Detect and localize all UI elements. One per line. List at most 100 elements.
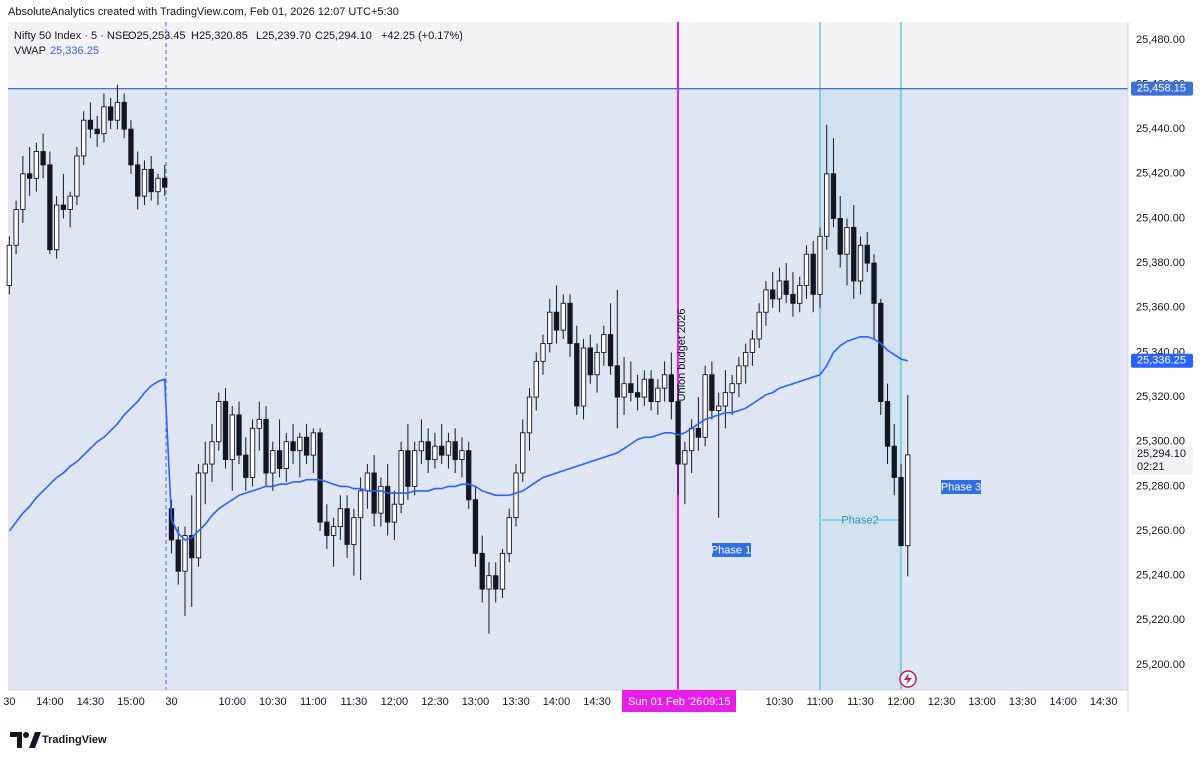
candle-body bbox=[810, 253, 816, 295]
x-tick-label: 14:30 bbox=[77, 696, 105, 708]
x-tick-label: 12:00 bbox=[381, 696, 409, 708]
vwap-legend-value: 25,336.25 bbox=[50, 45, 99, 57]
cursor-date-box bbox=[622, 690, 736, 712]
candle-body bbox=[391, 503, 398, 523]
candle-body bbox=[682, 450, 688, 465]
candle-body bbox=[493, 575, 499, 590]
candle-body bbox=[560, 302, 566, 331]
candle-body bbox=[405, 450, 411, 487]
candle-body bbox=[857, 244, 864, 282]
phase3-label: Phase 3 bbox=[941, 481, 981, 493]
candle-body bbox=[425, 441, 431, 461]
candle-body bbox=[770, 289, 776, 300]
candle-body bbox=[851, 226, 857, 282]
candle-body bbox=[668, 374, 675, 402]
candle-body bbox=[648, 378, 654, 402]
candle-body bbox=[614, 365, 620, 398]
candle-body bbox=[763, 289, 769, 313]
candle-body bbox=[290, 441, 296, 452]
x-tick-label: 11:00 bbox=[300, 696, 327, 708]
candle-body bbox=[749, 338, 756, 353]
candle-body bbox=[148, 168, 154, 193]
candle-body bbox=[526, 396, 533, 434]
vwap-legend-name: VWAP bbox=[14, 45, 46, 57]
candle-body bbox=[317, 432, 323, 523]
candle-body bbox=[621, 383, 627, 398]
candle-body bbox=[506, 517, 512, 554]
candle-body bbox=[128, 128, 134, 166]
ohlc-change: +42.25 (+0.17%) bbox=[381, 30, 463, 42]
candle-body bbox=[729, 383, 735, 394]
event-label: Union budget 2026 bbox=[676, 309, 688, 402]
candle-body bbox=[216, 401, 222, 443]
candle-body bbox=[236, 414, 242, 456]
candle-body bbox=[452, 441, 458, 461]
y-tick-label: 25,320.00 bbox=[1136, 391, 1185, 403]
x-tick-label: 11:30 bbox=[341, 696, 368, 708]
x-tick-label: 12:30 bbox=[421, 696, 449, 708]
candle-body bbox=[47, 164, 53, 251]
candle-body bbox=[351, 517, 357, 545]
y-tick-label: 25,400.00 bbox=[1136, 212, 1185, 224]
candle-body bbox=[189, 535, 195, 559]
candle-body bbox=[736, 365, 742, 385]
x-tick-label: 15:00 bbox=[117, 696, 145, 708]
vwap-line bbox=[8, 335, 908, 541]
x-tick-label: 14:30 bbox=[1090, 696, 1118, 708]
candle-body bbox=[364, 472, 371, 492]
event-icon-bolt bbox=[904, 673, 912, 685]
candle-body bbox=[101, 106, 107, 135]
candle-body bbox=[337, 508, 344, 528]
candle-body bbox=[472, 499, 479, 554]
ohlc-open: O25,253.45 bbox=[128, 30, 186, 42]
candle-body bbox=[6, 244, 13, 286]
candle-body bbox=[790, 293, 796, 304]
candle-body bbox=[905, 454, 911, 547]
candle-body bbox=[175, 539, 181, 572]
candle-body bbox=[229, 414, 235, 461]
candle-body bbox=[722, 392, 729, 407]
candle-body bbox=[587, 347, 593, 376]
x-tick-label: 11:30 bbox=[847, 696, 874, 708]
candle-body bbox=[324, 521, 330, 536]
candle-body bbox=[53, 204, 60, 251]
candle-body bbox=[715, 405, 722, 411]
candle-body bbox=[303, 436, 310, 456]
symbol: Nifty 50 Index · 5 · NSE bbox=[14, 30, 130, 42]
candle-body bbox=[817, 235, 823, 295]
candle-body bbox=[432, 445, 438, 461]
candle-body bbox=[445, 441, 452, 456]
candle-body bbox=[688, 427, 695, 452]
credit: AbsoluteAnalytics created with TradingVi… bbox=[8, 6, 399, 18]
candle-body bbox=[108, 106, 114, 121]
logo-mark bbox=[10, 732, 22, 748]
candle-body bbox=[60, 204, 67, 210]
candle-body bbox=[634, 392, 641, 398]
vwap-label: 25,336.25 bbox=[1137, 355, 1186, 367]
x-tick-label: 12:30 bbox=[928, 696, 956, 708]
x-tick-label: 14:00 bbox=[36, 696, 64, 708]
candle-body bbox=[371, 472, 377, 514]
level-zone bbox=[8, 88, 1128, 690]
candle-body bbox=[439, 445, 445, 456]
candle-body bbox=[270, 450, 276, 474]
candle-body bbox=[276, 450, 283, 469]
candle-body bbox=[567, 302, 573, 344]
y-tick-label: 25,300.00 bbox=[1136, 436, 1185, 448]
candle-body bbox=[803, 253, 810, 286]
candle-body bbox=[94, 128, 100, 135]
candle-body bbox=[121, 101, 127, 130]
candle-body bbox=[891, 445, 897, 478]
candle-body bbox=[709, 374, 715, 411]
vwap-label-box bbox=[1131, 353, 1193, 368]
candle-body bbox=[520, 432, 526, 474]
cursor-time: 09:15 bbox=[703, 696, 731, 708]
phase1-box bbox=[712, 543, 751, 557]
candle-body bbox=[412, 450, 418, 487]
candle-body bbox=[182, 535, 188, 572]
candle-body bbox=[114, 101, 121, 121]
candle-body bbox=[249, 427, 256, 478]
candle-body bbox=[661, 374, 668, 389]
phase2-box bbox=[843, 514, 877, 526]
candle-body bbox=[776, 280, 783, 300]
